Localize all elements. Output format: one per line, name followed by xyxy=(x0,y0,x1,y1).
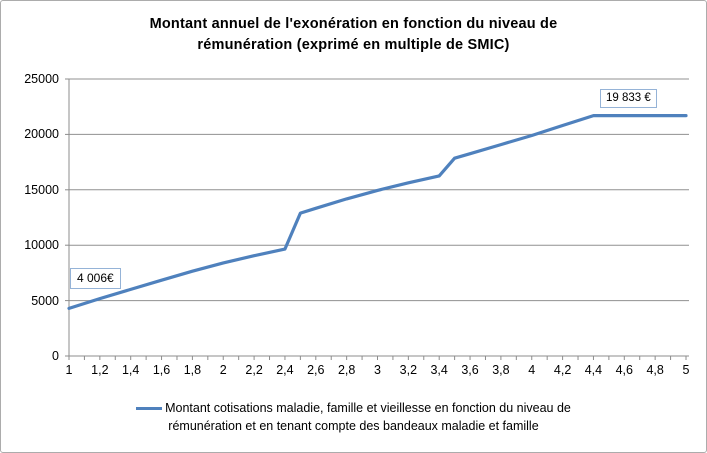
legend-line-swatch xyxy=(136,406,163,410)
x-axis-tick-label: 1 xyxy=(65,363,73,377)
y-axis-tick-label: 5000 xyxy=(31,293,59,308)
y-axis-tick-label: 0 xyxy=(52,349,59,363)
legend-label-line2: rémunération et en tenant compte des ban… xyxy=(168,419,539,433)
chart-title-line1: Montant annuel de l'exonération en fonct… xyxy=(149,16,558,32)
x-axis-tick-label: 2,4 xyxy=(276,363,294,377)
x-axis-tick-label: 3,2 xyxy=(399,363,418,377)
x-axis-tick-label: 1,6 xyxy=(152,363,171,377)
legend: Montant cotisations maladie, famille et … xyxy=(1,399,706,435)
chart-title: Montant annuel de l'exonération en fonct… xyxy=(1,14,706,56)
x-axis-tick-label: 1,8 xyxy=(183,363,202,377)
x-axis-tick-label: 4 xyxy=(528,363,536,377)
x-axis-tick-label: 4,2 xyxy=(553,363,572,377)
data-label-first-point: 4 006€ xyxy=(70,268,121,289)
y-axis-tick-label: 15000 xyxy=(24,182,59,197)
x-axis-tick-label: 5 xyxy=(682,363,690,377)
x-axis-tick-label: 2,6 xyxy=(307,363,325,377)
x-axis-tick-label: 3,4 xyxy=(430,363,448,377)
x-axis-tick-label: 4,4 xyxy=(584,363,603,377)
x-axis-tick-label: 1,2 xyxy=(91,363,109,377)
y-axis-tick-label: 20000 xyxy=(24,127,59,142)
x-axis-tick-label: 2,2 xyxy=(245,363,263,377)
x-axis-tick-label: 3,6 xyxy=(461,363,479,377)
chart-title-line2: rémunération (exprimé en multiple de SMI… xyxy=(197,37,510,53)
legend-entry: Montant cotisations maladie, famille et … xyxy=(136,399,571,435)
x-axis-tick-label: 4,6 xyxy=(615,363,633,377)
x-axis-tick-label: 4,8 xyxy=(646,363,664,377)
x-axis-tick-label: 1,4 xyxy=(121,363,140,377)
y-axis-tick-label: 25000 xyxy=(24,72,59,86)
y-axis-tick-label: 10000 xyxy=(24,238,59,253)
x-axis-tick-label: 2,8 xyxy=(337,363,356,377)
x-axis-tick-label: 3,8 xyxy=(492,363,510,377)
data-label-plateau: 19 833 € xyxy=(600,89,657,108)
x-axis-tick-label: 3 xyxy=(374,363,381,377)
legend-label-line1: Montant cotisations maladie, famille et … xyxy=(165,401,571,415)
series-line xyxy=(67,113,688,310)
x-axis-tick-label: 2 xyxy=(219,363,227,377)
